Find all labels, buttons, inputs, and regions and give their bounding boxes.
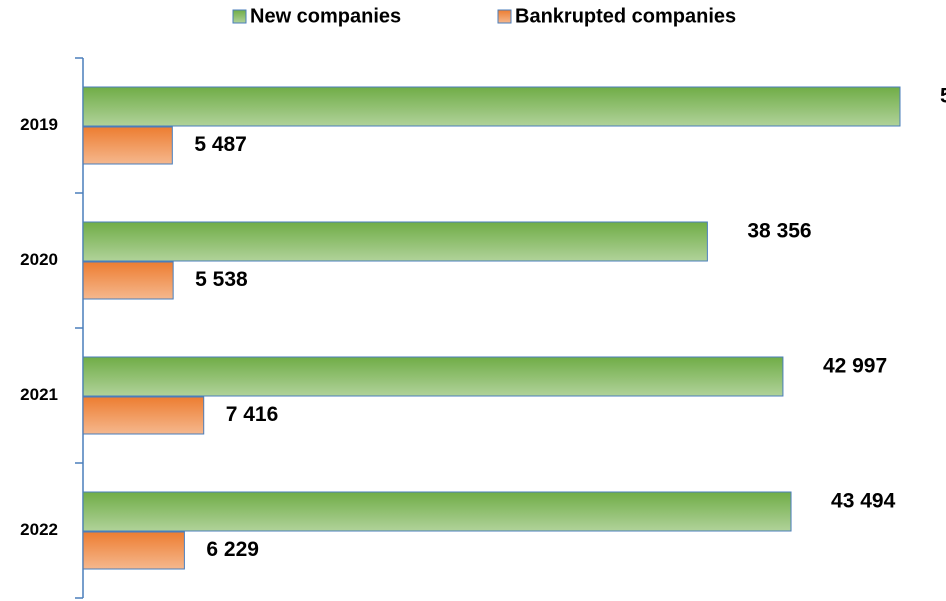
bar	[82, 221, 708, 262]
data-label: 38 356	[747, 220, 811, 243]
legend-swatch	[497, 9, 512, 24]
legend-swatch	[232, 9, 247, 24]
y-tick-label: 2019	[20, 115, 58, 134]
data-label: 50 188	[940, 85, 946, 108]
bar	[82, 126, 173, 165]
bar	[82, 396, 205, 435]
data-label: 43 494	[831, 490, 896, 513]
data-label: 5 538	[195, 268, 248, 291]
bar	[82, 86, 901, 127]
y-tick-label: 2020	[20, 250, 58, 269]
data-label: 7 416	[226, 403, 279, 426]
data-label: 6 229	[206, 538, 259, 561]
bar	[82, 491, 792, 532]
bar	[82, 356, 784, 397]
legend-label: New companies	[250, 5, 401, 27]
bar	[82, 261, 174, 300]
bar	[82, 531, 185, 570]
y-tick-label: 2021	[20, 385, 58, 404]
data-label: 42 997	[823, 355, 887, 378]
data-label: 5 487	[194, 133, 247, 156]
legend-label: Bankrupted companies	[515, 5, 736, 27]
y-tick-label: 2022	[20, 520, 58, 539]
